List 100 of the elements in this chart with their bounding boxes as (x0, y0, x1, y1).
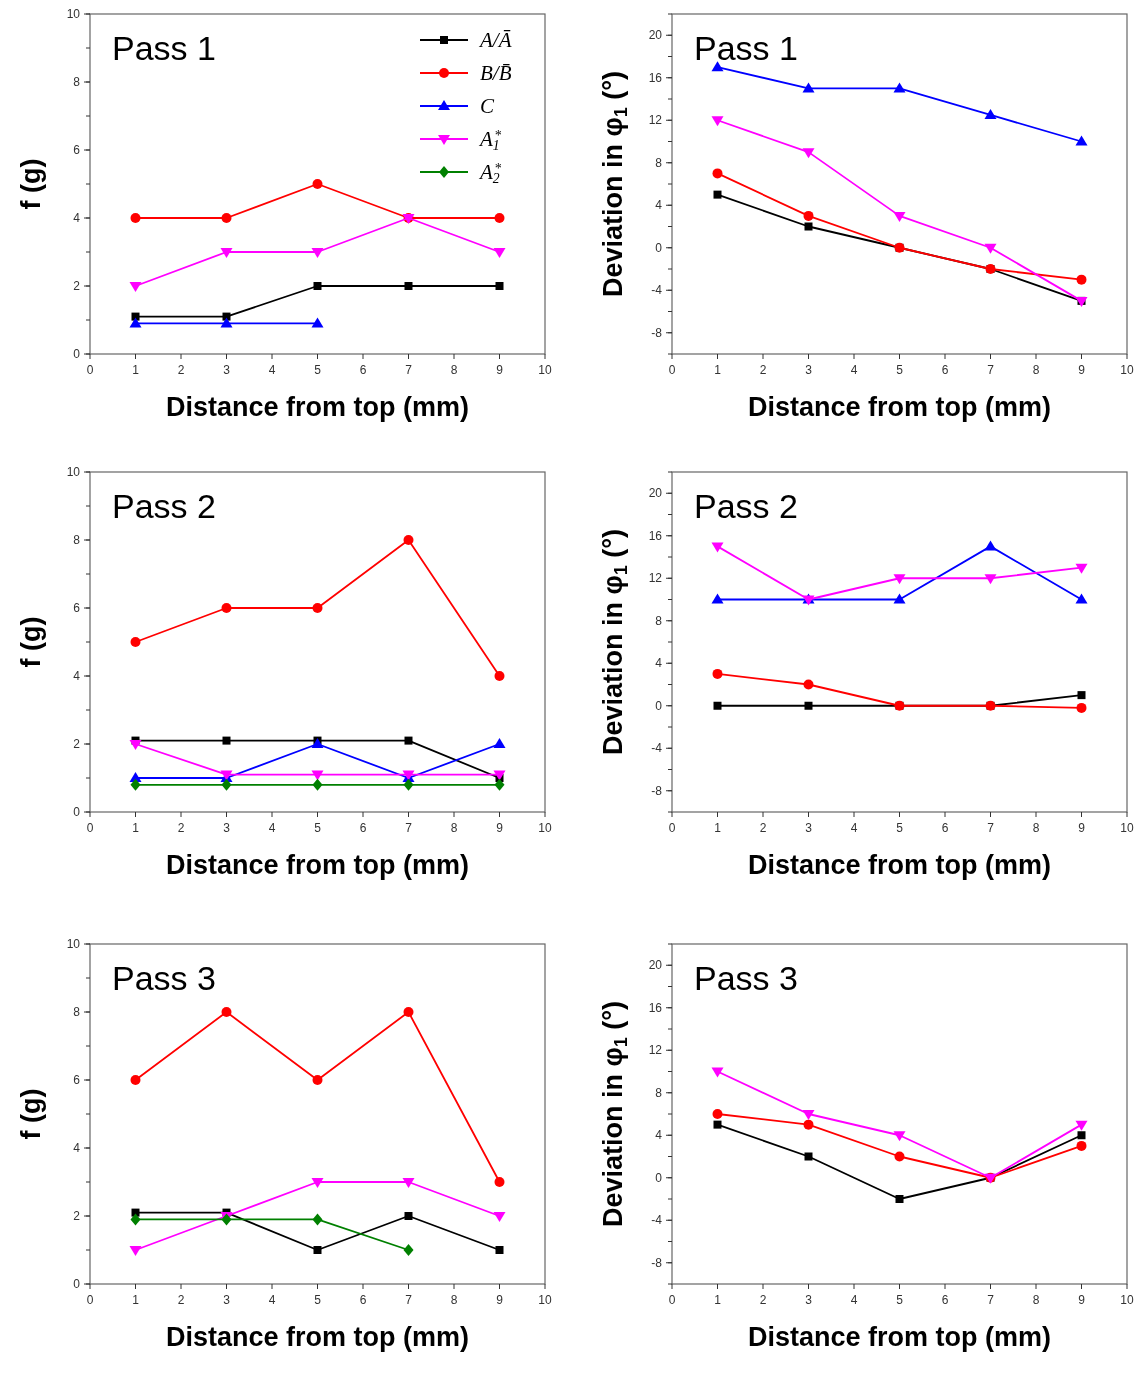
x-tick-label: 4 (268, 821, 276, 835)
x-tick-label: 1 (132, 363, 140, 377)
x-tick-label: 8 (450, 363, 458, 377)
y-tick-label: 8 (73, 533, 81, 548)
y-tick-label: 12 (648, 1043, 663, 1058)
y-tick-label: 20 (648, 486, 663, 501)
point (403, 1007, 414, 1017)
x-tick-label: 7 (405, 1293, 413, 1307)
point (221, 603, 232, 613)
x-tick-label: 3 (805, 363, 813, 377)
point (494, 1177, 505, 1187)
point (893, 593, 906, 604)
point (984, 108, 997, 119)
x-tick-label: 7 (987, 1293, 995, 1307)
x-axis-title: Distance from top (mm) (165, 392, 470, 422)
x-tick-label: 5 (896, 821, 904, 835)
x-tick-label: 0 (668, 1293, 676, 1307)
point (129, 282, 142, 292)
y-tick-label: 20 (648, 958, 663, 973)
point (402, 1178, 415, 1188)
x-tick-label: 8 (1032, 1293, 1040, 1307)
point (802, 82, 815, 93)
point (1077, 691, 1086, 700)
point (129, 317, 142, 328)
x-tick-label: 4 (850, 1293, 858, 1307)
y-tick-label: 12 (648, 571, 663, 586)
point (1075, 135, 1088, 146)
y-tick-label: 12 (648, 113, 663, 128)
x-tick-label: 1 (714, 821, 722, 835)
x-tick-label: 4 (850, 821, 858, 835)
x-tick-label: 0 (86, 1293, 94, 1307)
x-tick-label: 10 (538, 363, 552, 377)
x-tick-label: 4 (268, 1293, 276, 1307)
y-axis-title: f (g) (16, 1088, 46, 1140)
point (895, 1195, 904, 1203)
x-tick-label: 3 (223, 1293, 231, 1307)
x-tick-label: 10 (1120, 1293, 1134, 1307)
y-tick-label: 6 (73, 1073, 81, 1088)
point (311, 1178, 324, 1188)
y-tick-label: 0 (73, 1277, 81, 1292)
point (312, 603, 323, 613)
x-tick-label: 9 (1078, 1293, 1086, 1307)
x-tick-label: 0 (668, 821, 676, 835)
x-tick-label: 2 (177, 363, 185, 377)
point (712, 168, 723, 179)
x-tick-label: 7 (405, 363, 413, 377)
x-tick-label: 9 (1078, 363, 1086, 377)
x-tick-label: 8 (1032, 821, 1040, 835)
y-tick-label: 10 (66, 937, 81, 952)
x-tick-label: 4 (850, 363, 858, 377)
point (311, 770, 324, 781)
point (130, 778, 141, 791)
point (711, 116, 724, 127)
point (1075, 593, 1088, 604)
y-tick-label: 2 (73, 1209, 81, 1224)
y-tick-label: 4 (655, 1128, 663, 1143)
annotation: Pass 2 (112, 487, 216, 525)
point (493, 770, 506, 781)
x-tick-label: 6 (359, 821, 367, 835)
point (712, 1109, 723, 1119)
point (130, 637, 141, 647)
y-tick-label: 10 (66, 7, 81, 22)
point (711, 1067, 724, 1078)
point (494, 778, 505, 791)
x-tick-label: 2 (759, 1293, 767, 1307)
y-tick-label: -4 (651, 283, 663, 298)
x-tick-label: 5 (314, 363, 322, 377)
y-tick-label: 16 (648, 70, 663, 85)
point (403, 535, 414, 545)
annotation: Pass 1 (694, 29, 798, 67)
point (222, 736, 231, 745)
point (1076, 1140, 1087, 1151)
x-tick-label: 2 (177, 821, 185, 835)
point (313, 282, 322, 290)
point (313, 1246, 322, 1254)
y-tick-label: 10 (66, 465, 81, 480)
x-tick-label: 3 (805, 821, 813, 835)
point (221, 778, 232, 791)
x-tick-label: 8 (450, 821, 458, 835)
point (893, 82, 906, 93)
x-tick-label: 1 (714, 363, 722, 377)
point (493, 738, 506, 748)
point (129, 1246, 142, 1256)
x-tick-label: 5 (896, 1293, 904, 1307)
y-tick-label: 4 (73, 669, 81, 684)
x-tick-label: 4 (268, 363, 276, 377)
point (311, 317, 324, 328)
point (495, 282, 504, 290)
y-tick-label: 4 (73, 211, 81, 226)
y-tick-label: 4 (655, 656, 663, 671)
y-tick-label: 8 (655, 1085, 663, 1100)
point (493, 1212, 506, 1222)
point (803, 1119, 814, 1130)
annotation: Pass 3 (112, 959, 216, 997)
x-tick-label: 6 (359, 1293, 367, 1307)
y-axis-title: f (g) (16, 158, 46, 210)
annotation: Pass 1 (112, 29, 216, 67)
x-tick-label: 5 (314, 821, 322, 835)
point (494, 213, 505, 223)
point (403, 1244, 414, 1256)
